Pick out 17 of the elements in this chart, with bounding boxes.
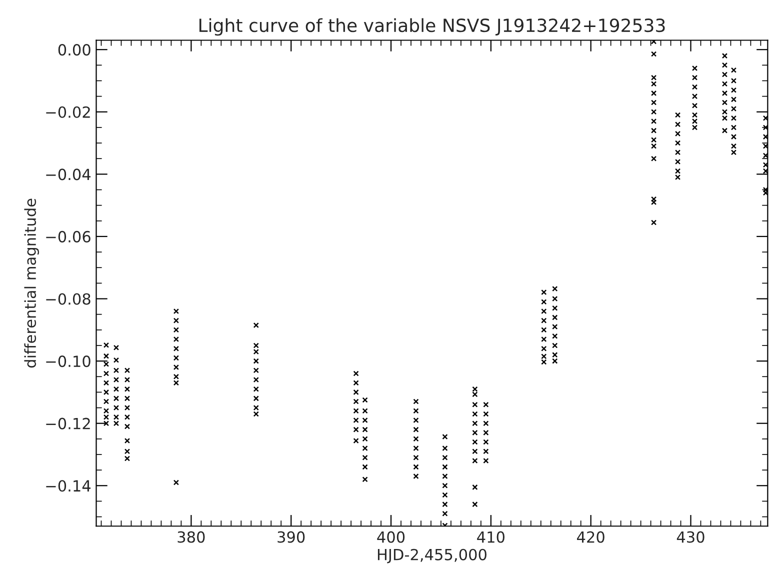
y-tick-label: −0.06 [46,230,90,242]
x-tick-label: 430 [676,531,704,543]
x-tick-label: 400 [377,531,405,543]
y-tick-label: −0.10 [46,356,90,368]
x-tick-label: 410 [477,531,504,543]
y-tick-label: −0.12 [46,418,90,430]
y-tick-label: −0.04 [46,168,91,180]
x-axis-title: HJD-2,455,000 [378,548,486,564]
y-tick-label: 0.00 [58,44,90,56]
y-tick-label: −0.14 [46,480,91,492]
x-tick-label: 390 [278,531,305,543]
x-tick-label: 420 [577,531,604,543]
y-tick-label: −0.08 [46,293,90,305]
y-axis-title: differential magnitude [24,198,40,368]
chart-title: Light curve of the variable NSVS J1913242+192533 [199,18,665,36]
y-tick-label: −0.02 [46,106,90,118]
x-tick-label: 380 [178,531,205,543]
